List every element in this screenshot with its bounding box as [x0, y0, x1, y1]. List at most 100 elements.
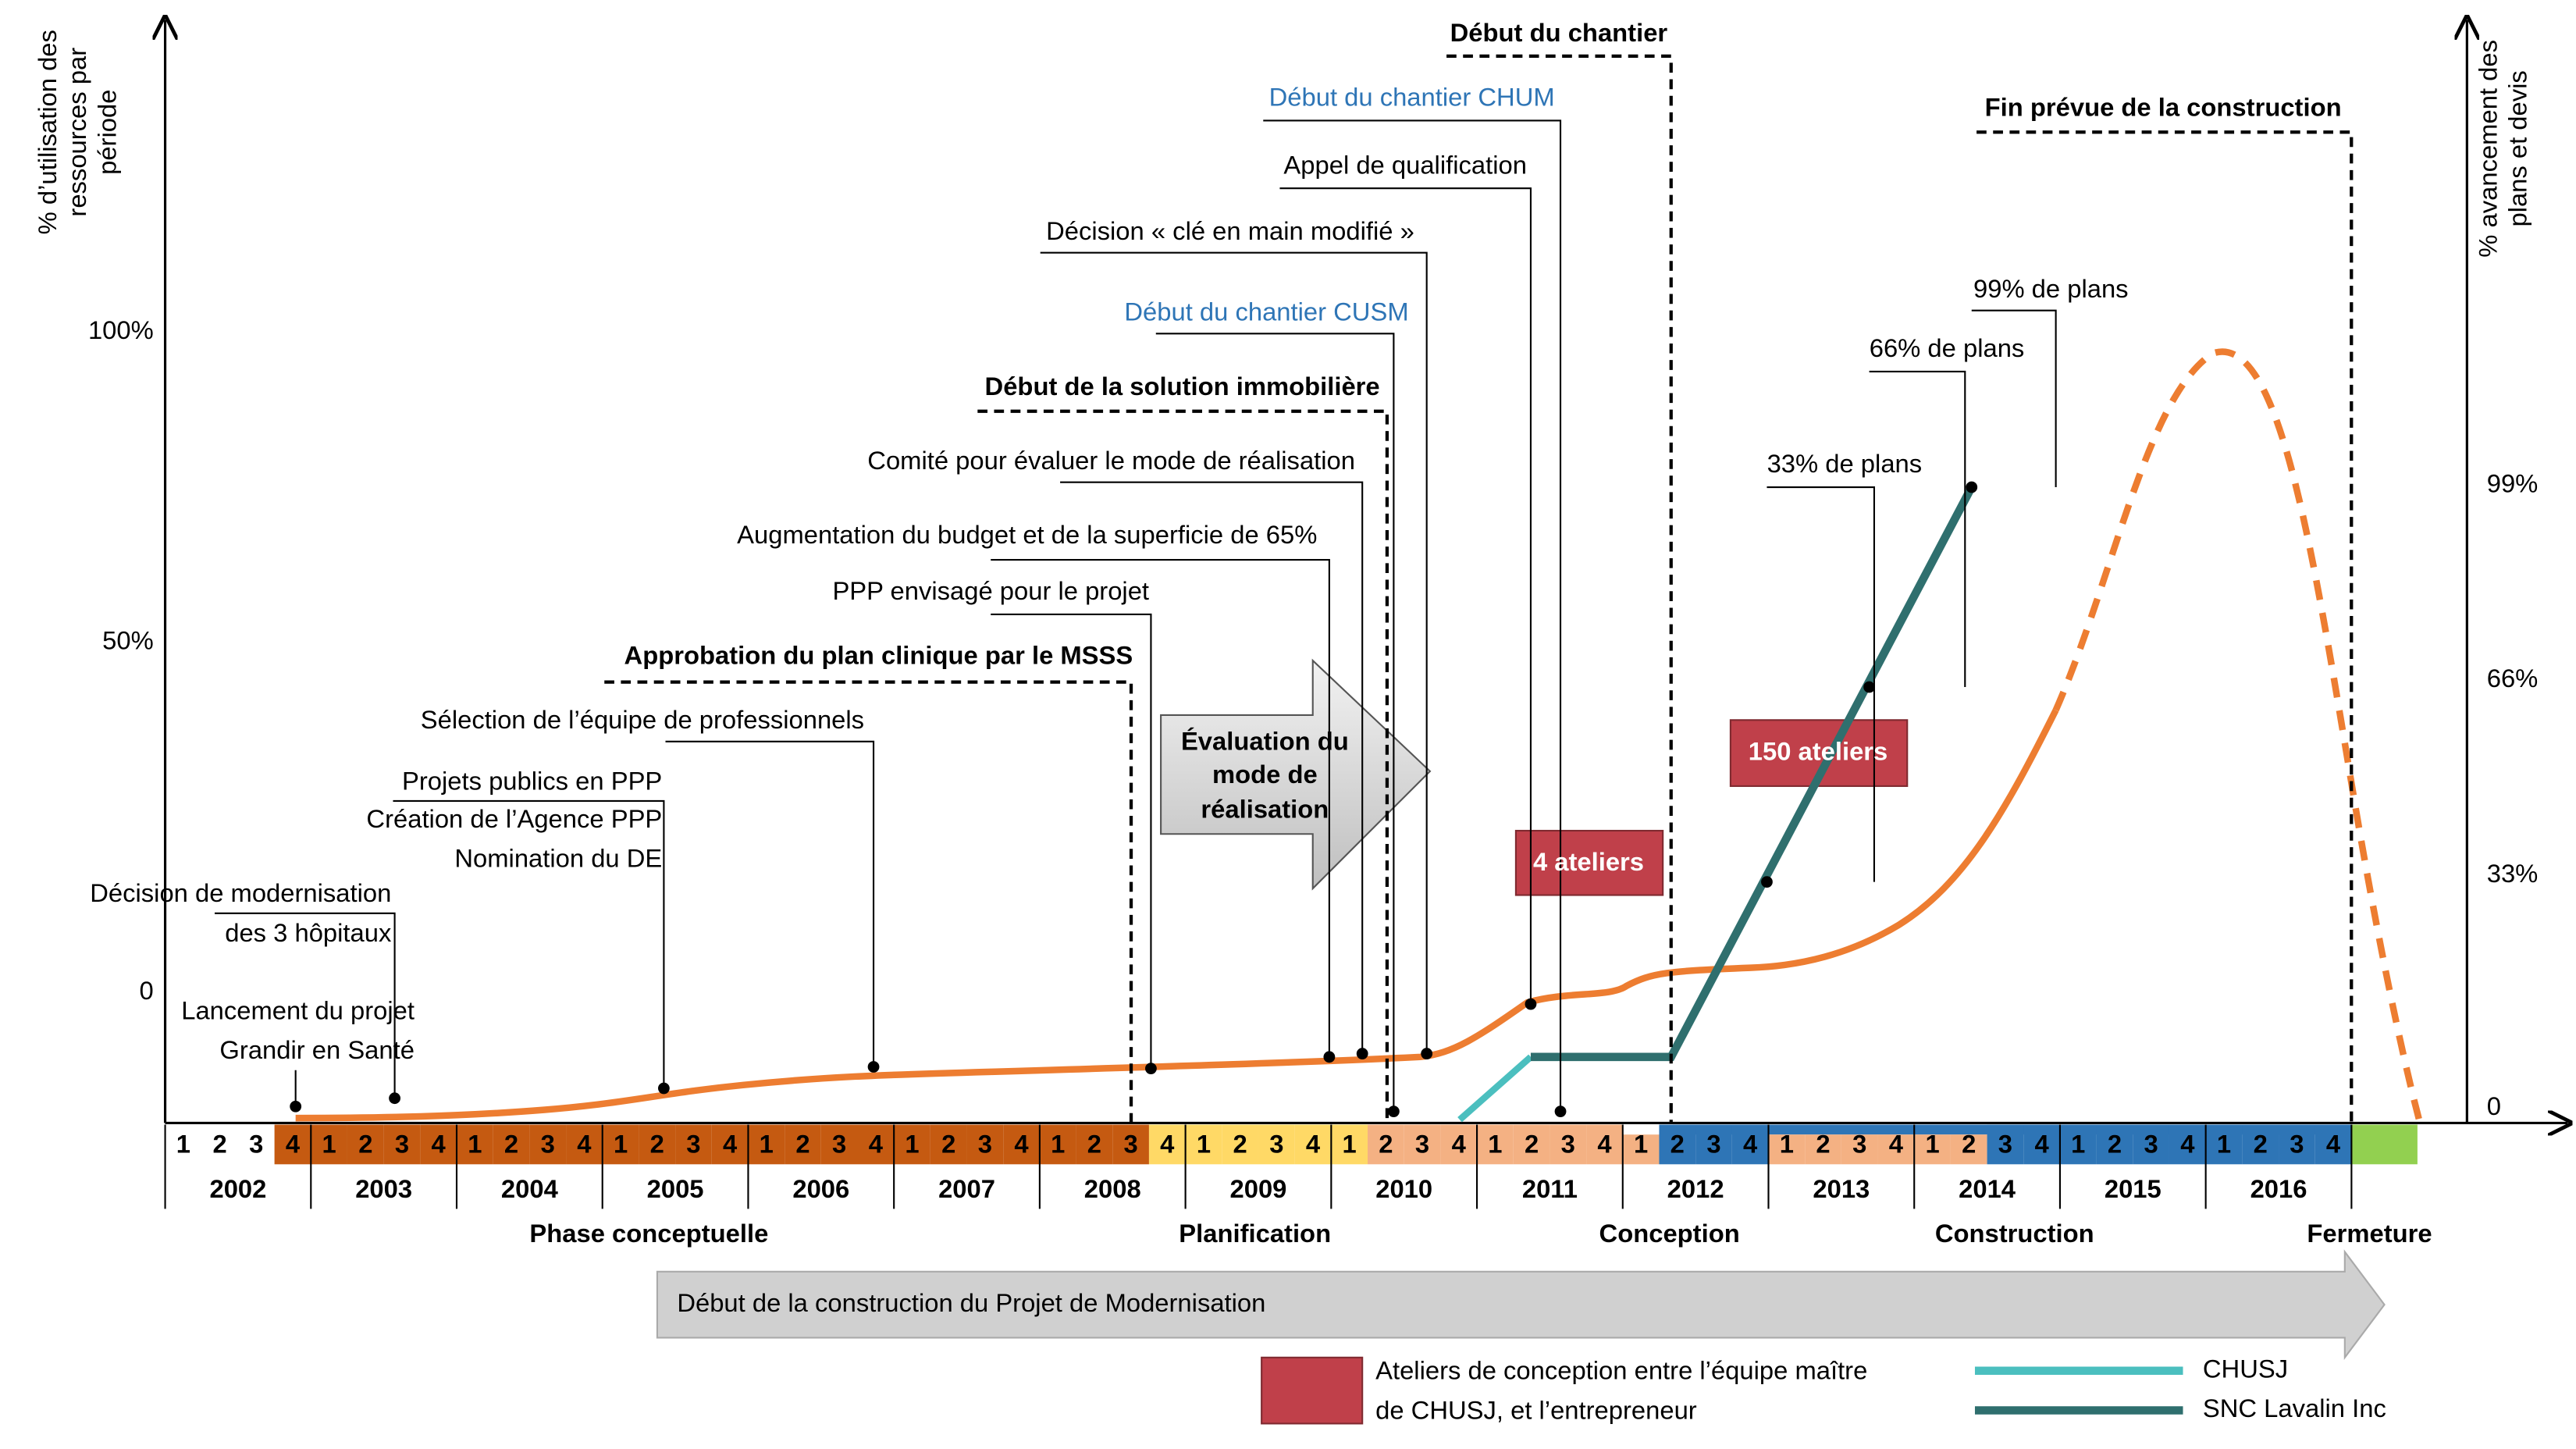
- quarter-cell: [165, 1124, 202, 1165]
- left-tick-label: 0: [140, 976, 154, 1005]
- quarter-label: 3: [978, 1130, 992, 1159]
- milestone-leader: [1446, 54, 1673, 1123]
- quarter-cell: [2279, 1124, 2315, 1165]
- milestone-dot: [1761, 876, 1773, 888]
- milestone-label: Sélection de l’équipe de professionnels: [421, 705, 864, 734]
- milestone-label: Début du chantier CHUM: [1269, 83, 1555, 112]
- quarter-cell: [566, 1124, 603, 1165]
- quarter-label: 3: [1561, 1130, 1575, 1159]
- milestone-dot: [290, 1100, 302, 1113]
- quarter-cell: [639, 1124, 676, 1165]
- quarter-cell: [493, 1124, 530, 1165]
- quarter-cell: [529, 1124, 567, 1165]
- phase-label: Phase conceptuelle: [529, 1219, 768, 1248]
- year-label: 2006: [792, 1174, 849, 1203]
- milestone-leader: [1060, 481, 1364, 1054]
- milestone-leader: [991, 613, 1152, 1069]
- quarter-label: 3: [1998, 1130, 2012, 1159]
- milestone-leader: [977, 409, 1389, 1123]
- quarter-label: 2: [650, 1130, 664, 1159]
- quarter-cell: [1477, 1124, 1514, 1165]
- quarter-label: 3: [1852, 1130, 1866, 1159]
- quarter-label: 1: [1780, 1130, 1794, 1159]
- milestone-dot: [867, 1061, 880, 1073]
- milestone-label: 66% de plans: [1870, 333, 2025, 362]
- arrow-label: Début de la construction du Projet de Mo…: [677, 1288, 1265, 1317]
- milestone-leader: [1279, 187, 1532, 1005]
- quarter-label: 4: [2180, 1130, 2195, 1159]
- quarter-label: 4: [286, 1130, 301, 1159]
- legend-label: de CHUSJ, et l’entrepreneur: [1375, 1395, 1697, 1424]
- quarter-label: 4: [2034, 1130, 2049, 1159]
- quarter-cell: [2314, 1124, 2352, 1165]
- right-tick-label: 0: [2487, 1091, 2501, 1120]
- quarter-label: 4: [1306, 1130, 1321, 1159]
- quarter-label: 4: [577, 1130, 592, 1159]
- legend-label: SNC Lavalin Inc: [2203, 1394, 2386, 1422]
- milestone-dot: [1387, 1105, 1400, 1118]
- year-label: 2012: [1667, 1174, 1724, 1203]
- quarter-cell: [675, 1124, 712, 1165]
- quarter-cell: [1586, 1124, 1623, 1165]
- quarter-cell: [820, 1124, 858, 1165]
- quarter-label: 2: [1525, 1130, 1539, 1159]
- phase-label: Construction: [1935, 1219, 2094, 1248]
- quarter-label: 1: [760, 1130, 774, 1159]
- quarter-cell: [1805, 1134, 1841, 1165]
- quarter-cell: [1003, 1124, 1040, 1165]
- milestone-label: Grandir en Santé: [219, 1035, 415, 1064]
- quarter-cell: [602, 1124, 639, 1165]
- milestone-dot: [657, 1082, 670, 1095]
- quarter-label: 4: [1014, 1130, 1029, 1159]
- quarter-label: 1: [1925, 1130, 1939, 1159]
- milestone-label: Projets publics en PPP: [402, 766, 662, 795]
- milestone-dot: [1145, 1063, 1157, 1075]
- quarter-label: 3: [541, 1130, 555, 1159]
- quarter-cell: [1039, 1124, 1076, 1165]
- quarter-cell: [1877, 1134, 1915, 1165]
- quarter-label: 1: [468, 1130, 482, 1159]
- legend-label: Ateliers de conception entre l’équipe ma…: [1375, 1356, 1867, 1385]
- quarter-cell: [857, 1124, 895, 1165]
- quarter-cell: [2169, 1124, 2206, 1165]
- quarter-label: 1: [322, 1130, 336, 1159]
- quarter-cell: [311, 1124, 347, 1165]
- quarter-cell: [1914, 1134, 1951, 1165]
- quarter-cell: [237, 1124, 275, 1165]
- quarter-cell: [785, 1124, 821, 1165]
- year-label: 2013: [1813, 1174, 1870, 1203]
- year-label: 2003: [355, 1174, 412, 1203]
- quarter-cell: [1222, 1124, 1258, 1165]
- quarter-label: 2: [941, 1130, 955, 1159]
- quarter-cell: [274, 1124, 311, 1165]
- quarter-cell: [1550, 1124, 1587, 1165]
- quarter-cell: [1148, 1124, 1186, 1165]
- milestone-label: Début du chantier: [1450, 18, 1668, 47]
- quarter-label: 3: [1269, 1130, 1283, 1159]
- quarter-label: 2: [1379, 1130, 1393, 1159]
- quarter-cell: [748, 1124, 785, 1165]
- quarter-cell: [420, 1124, 457, 1165]
- milestone-leader: [1263, 119, 1562, 1112]
- quarter-label: 3: [249, 1130, 263, 1159]
- quarter-label: 2: [795, 1130, 809, 1159]
- milestone-label: 33% de plans: [1767, 449, 1923, 478]
- quarter-cell: [347, 1124, 384, 1165]
- year-label: 2009: [1230, 1174, 1287, 1203]
- phase-label: Conception: [1599, 1219, 1740, 1248]
- quarter-label: 2: [1233, 1130, 1247, 1159]
- milestone-label: PPP envisagé pour le projet: [832, 576, 1149, 605]
- workshop-label: 150 ateliers: [1749, 736, 1888, 765]
- milestone-label: 99% de plans: [1973, 274, 2129, 303]
- quarter-cell: [1731, 1124, 1769, 1165]
- milestone-leader: [604, 680, 1133, 1123]
- quarter-cell: [2059, 1124, 2097, 1165]
- quarter-label: 2: [2254, 1130, 2268, 1159]
- milestone-leader: [393, 799, 665, 1089]
- quarter-cell: [1440, 1124, 1478, 1165]
- right-axis-label: plans et devis: [2503, 70, 2532, 226]
- quarter-label: 2: [1962, 1130, 1976, 1159]
- milestone-label: Décision « clé en main modifié »: [1046, 216, 1414, 245]
- quarter-label: 4: [1160, 1130, 1175, 1159]
